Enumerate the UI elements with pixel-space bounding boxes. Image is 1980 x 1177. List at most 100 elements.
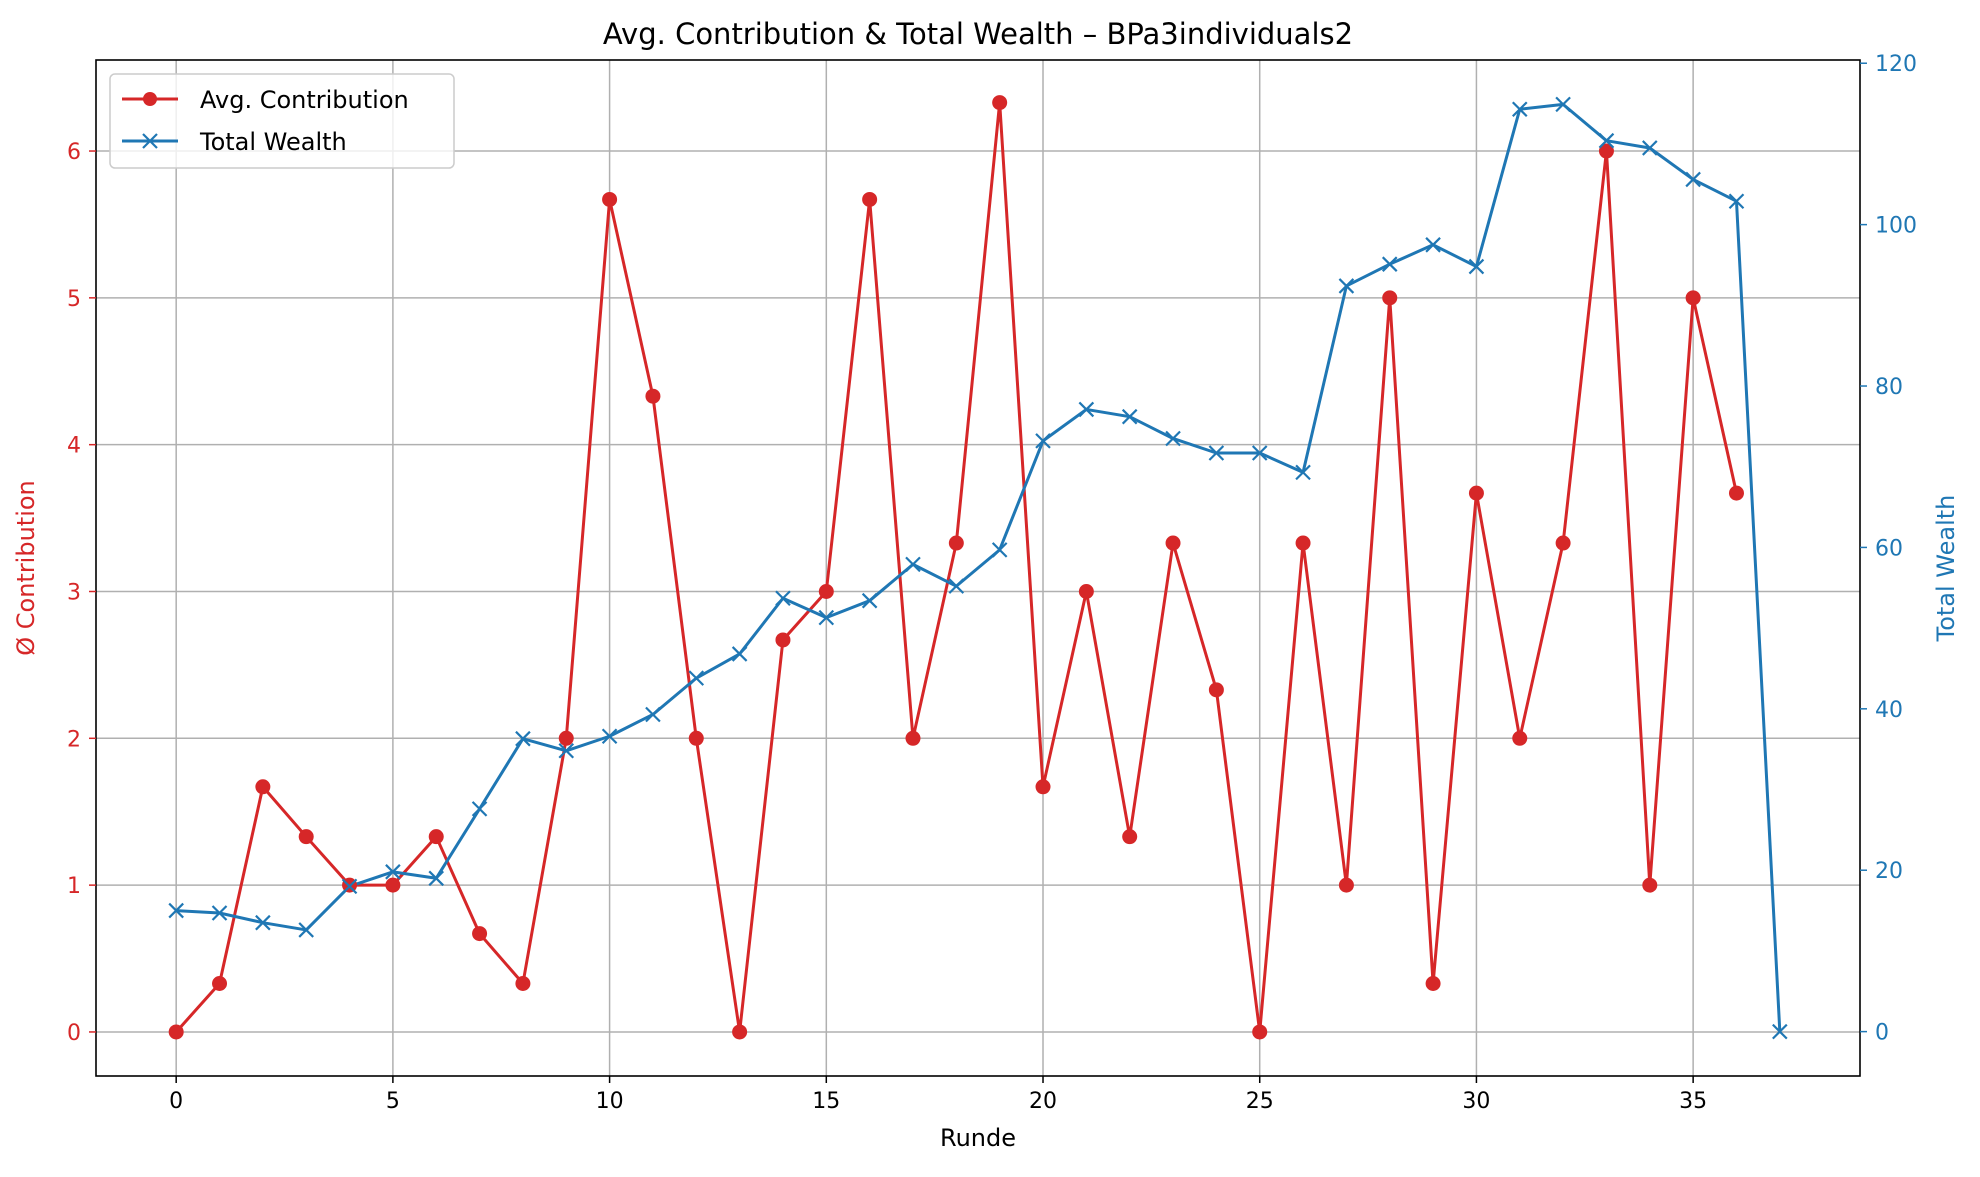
wealth-point <box>991 542 1008 558</box>
x-tick-label: 0 <box>169 1089 183 1114</box>
y-left-tick-label: 4 <box>67 434 81 459</box>
wealth-point <box>1425 237 1441 253</box>
contribution-point <box>298 829 314 845</box>
x-axis-label: Runde <box>940 1124 1016 1152</box>
y-left-tick-label: 1 <box>67 874 81 899</box>
contribution-point <box>255 779 271 795</box>
wealth-point <box>1642 140 1658 156</box>
legend-label-contribution: Avg. Contribution <box>200 86 409 114</box>
contribution-point <box>515 976 531 992</box>
contribution-point <box>472 926 488 942</box>
wealth-point <box>948 578 965 594</box>
contribution-point <box>1122 829 1138 845</box>
wealth-point <box>1165 430 1181 447</box>
wealth-point <box>298 922 314 938</box>
wealth-point <box>1338 278 1355 294</box>
x-tick-label: 35 <box>1679 1089 1707 1114</box>
contribution-point <box>168 1024 184 1040</box>
contribution-point <box>1468 485 1484 501</box>
contribution-point <box>1295 535 1311 551</box>
wealth-point <box>1251 445 1268 461</box>
grid <box>96 60 1860 1076</box>
contribution-point <box>732 1024 748 1040</box>
y-axis-right-label: Total Wealth <box>1932 495 1960 643</box>
contribution-point <box>212 976 228 992</box>
y-right-tick-label: 100 <box>1875 214 1917 239</box>
contribution-point <box>1078 583 1094 599</box>
x-tick-label: 15 <box>812 1089 840 1114</box>
y-left-tick-label: 5 <box>67 287 81 312</box>
wealth-point <box>775 590 791 607</box>
contribution-point <box>905 730 921 746</box>
wealth-point <box>255 914 271 931</box>
wealth-point <box>1468 258 1485 275</box>
contribution-point <box>645 388 661 404</box>
contribution-point <box>428 829 444 845</box>
x-tick-label: 10 <box>596 1089 624 1114</box>
wealth-point <box>428 870 445 887</box>
x-tick-label: 30 <box>1462 1089 1490 1114</box>
contribution-point <box>1512 730 1528 746</box>
contribution-point <box>818 583 834 599</box>
wealth-point <box>1728 193 1745 210</box>
wealth-point <box>731 646 748 662</box>
series-layer <box>168 95 1788 1040</box>
series-line-wealth <box>176 102 1782 1032</box>
wealth-point <box>645 706 661 723</box>
x-tick-label: 20 <box>1029 1089 1057 1114</box>
contribution-point <box>1642 877 1658 893</box>
contribution-point <box>385 877 401 893</box>
wealth-point <box>1078 401 1095 418</box>
y-right-tick-label: 80 <box>1875 375 1903 400</box>
contribution-point <box>948 535 964 551</box>
wealth-point <box>1772 1023 1788 1040</box>
y-right-tick-label: 20 <box>1875 859 1903 884</box>
wealth-point <box>385 864 401 880</box>
y-right-tick-label: 120 <box>1875 52 1917 77</box>
contribution-point <box>688 730 704 746</box>
y-axis-left-label: Ø Contribution <box>12 480 40 656</box>
wealth-point <box>1035 433 1051 449</box>
contribution-point <box>1685 290 1701 306</box>
plot-frame <box>95 59 1861 1077</box>
wealth-point <box>1208 445 1225 461</box>
contribution-point <box>1728 485 1744 501</box>
legend: Avg. Contribution Total Wealth <box>109 73 455 169</box>
x-tick-label: 5 <box>386 1089 400 1114</box>
contribution-point <box>558 730 574 746</box>
wealth-point <box>1381 256 1398 272</box>
wealth-point <box>688 670 705 686</box>
contribution-point <box>1382 290 1398 306</box>
contribution-point <box>1598 143 1614 159</box>
wealth-point <box>861 592 878 609</box>
legend-marker-wealth <box>142 133 158 149</box>
legend-label-wealth: Total Wealth <box>199 128 347 156</box>
contribution-point <box>1338 877 1354 893</box>
contribution-point <box>1555 535 1571 551</box>
wealth-point <box>1511 101 1528 118</box>
y-left-tick-label: 3 <box>67 580 81 605</box>
wealth-point <box>515 730 531 747</box>
contribution-point <box>1252 1024 1268 1040</box>
wealth-point <box>1555 96 1571 113</box>
contribution-point <box>1208 682 1224 698</box>
y-left-tick-label: 6 <box>67 140 81 165</box>
wealth-point <box>558 743 575 759</box>
y-left-tick-label: 2 <box>67 727 81 752</box>
y-right-tick-label: 0 <box>1875 1021 1889 1046</box>
y-right-tick-label: 60 <box>1875 536 1903 561</box>
chart-title: Avg. Contribution & Total Wealth – BPa3i… <box>603 17 1353 51</box>
contribution-point <box>992 95 1008 111</box>
wealth-point <box>1685 171 1701 188</box>
wealth-point <box>168 902 184 919</box>
wealth-point <box>601 728 618 745</box>
wealth-point <box>341 878 358 895</box>
y-right-tick-label: 40 <box>1875 698 1903 723</box>
wealth-point <box>1295 464 1311 481</box>
wealth-point <box>818 609 835 626</box>
wealth-point <box>471 801 488 817</box>
wealth-point <box>1121 408 1138 425</box>
wealth-point <box>1598 132 1615 149</box>
